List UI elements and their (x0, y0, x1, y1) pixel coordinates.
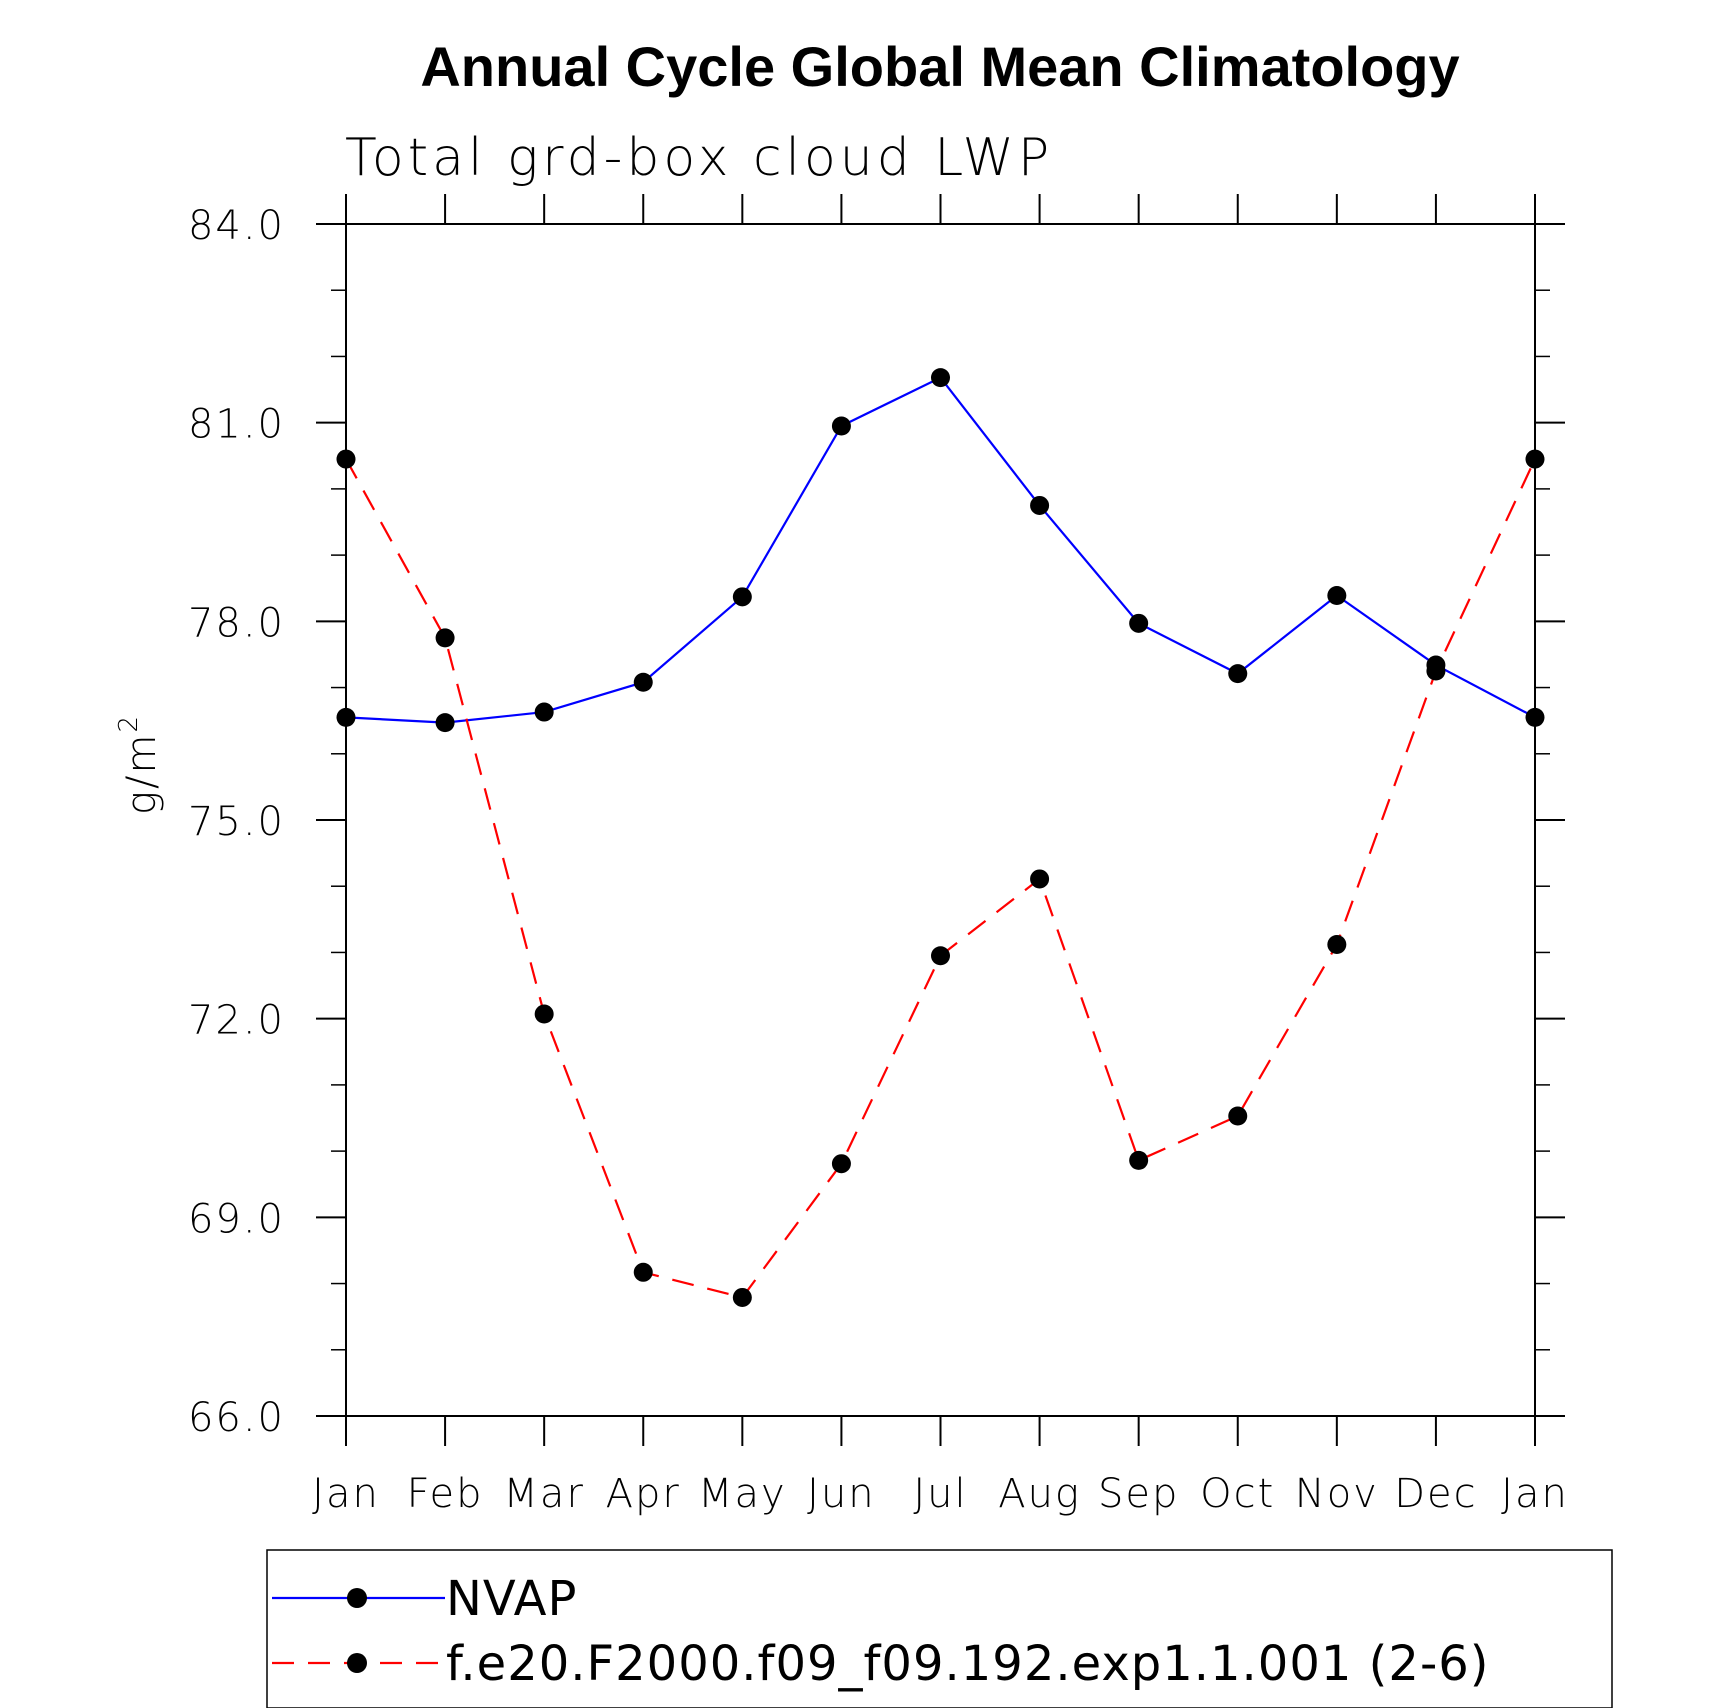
x-tick-label: Feb (407, 1471, 484, 1517)
data-point (931, 946, 950, 966)
series-line (345, 376, 1536, 724)
x-tick-label: May (698, 1471, 787, 1517)
series-line (345, 458, 1536, 1299)
data-point (1525, 449, 1545, 469)
data-point (1129, 613, 1149, 633)
x-tick-label: Mar (503, 1471, 584, 1517)
data-point (1228, 664, 1248, 684)
legend-item: f.e20.F2000.f09_f09.192.exp1.1.001 (2-6) (272, 1636, 1490, 1692)
y-axis-label-main: g/m (119, 733, 165, 815)
data-point (1426, 661, 1446, 681)
x-tick-label: Jun (807, 1471, 876, 1517)
legend-item: NVAP (272, 1571, 577, 1627)
x-tick-label: Sep (1098, 1471, 1179, 1517)
x-tick-label: Oct (1200, 1471, 1275, 1517)
data-point (831, 416, 851, 436)
legend-label: f.e20.F2000.f09_f09.192.exp1.1.001 (2-6) (446, 1636, 1490, 1692)
x-tick-label: Dec (1394, 1471, 1477, 1517)
y-tick-label: 66.0 (188, 1395, 285, 1441)
plot-frame (345, 223, 1536, 1417)
data-point (1030, 495, 1050, 515)
y-axis-label: g/m2 (114, 714, 165, 815)
data-point (1525, 707, 1545, 727)
y-axis-label-superscript: 2 (114, 714, 144, 733)
y-tick-label: 69.0 (188, 1196, 285, 1242)
data-point (1030, 869, 1050, 889)
data-point (534, 702, 554, 722)
legend-label: NVAP (446, 1571, 577, 1627)
plot-axes: 66.0 69.0 72.0 75.0 78.0 81.0 84.0 Jan Feb Mar Apr… (188, 194, 1569, 1517)
data-point (931, 368, 950, 388)
data-point (732, 587, 752, 607)
x-tick-label: Jan (312, 1471, 380, 1517)
legend-box (266, 1549, 1613, 1708)
chart-subtitle: Total grd-box cloud LWP (345, 128, 1053, 188)
legend: NVAP f.e20.F2000.f09_f09.192.exp1.1.001 (… (266, 1549, 1613, 1708)
y-tick-label: 81.0 (188, 402, 285, 448)
svg-text:g/m2: g/m2 (114, 714, 165, 815)
y-tick-label: 72.0 (188, 998, 285, 1044)
y-tick-label: 78.0 (188, 600, 285, 646)
data-point (435, 628, 455, 648)
data-point (1327, 586, 1347, 606)
data-point (534, 1004, 554, 1024)
data-point (1129, 1150, 1149, 1170)
series-nvap (336, 368, 1545, 733)
x-tick-label: Aug (998, 1471, 1081, 1517)
legend-marker (347, 1588, 367, 1608)
data-point (336, 449, 356, 469)
data-point (336, 707, 356, 727)
data-point (633, 1262, 653, 1282)
x-tick-label: Jan (1501, 1471, 1569, 1517)
data-point (435, 713, 455, 733)
data-point (831, 1154, 851, 1174)
legend-marker (347, 1653, 367, 1673)
chart-title: Annual Cycle Global Mean Climatology (420, 35, 1459, 98)
data-point (633, 672, 653, 692)
y-tick-label: 84.0 (188, 203, 285, 249)
y-tick-label: 75.0 (188, 799, 285, 845)
plot-series (336, 368, 1545, 1307)
series-model (336, 449, 1545, 1307)
data-point (1228, 1106, 1248, 1126)
x-tick-label: Apr (606, 1471, 681, 1517)
x-tick-label: Nov (1295, 1471, 1379, 1517)
data-point (732, 1287, 752, 1307)
x-tick-label: Jul (913, 1471, 967, 1517)
data-point (1327, 934, 1347, 954)
